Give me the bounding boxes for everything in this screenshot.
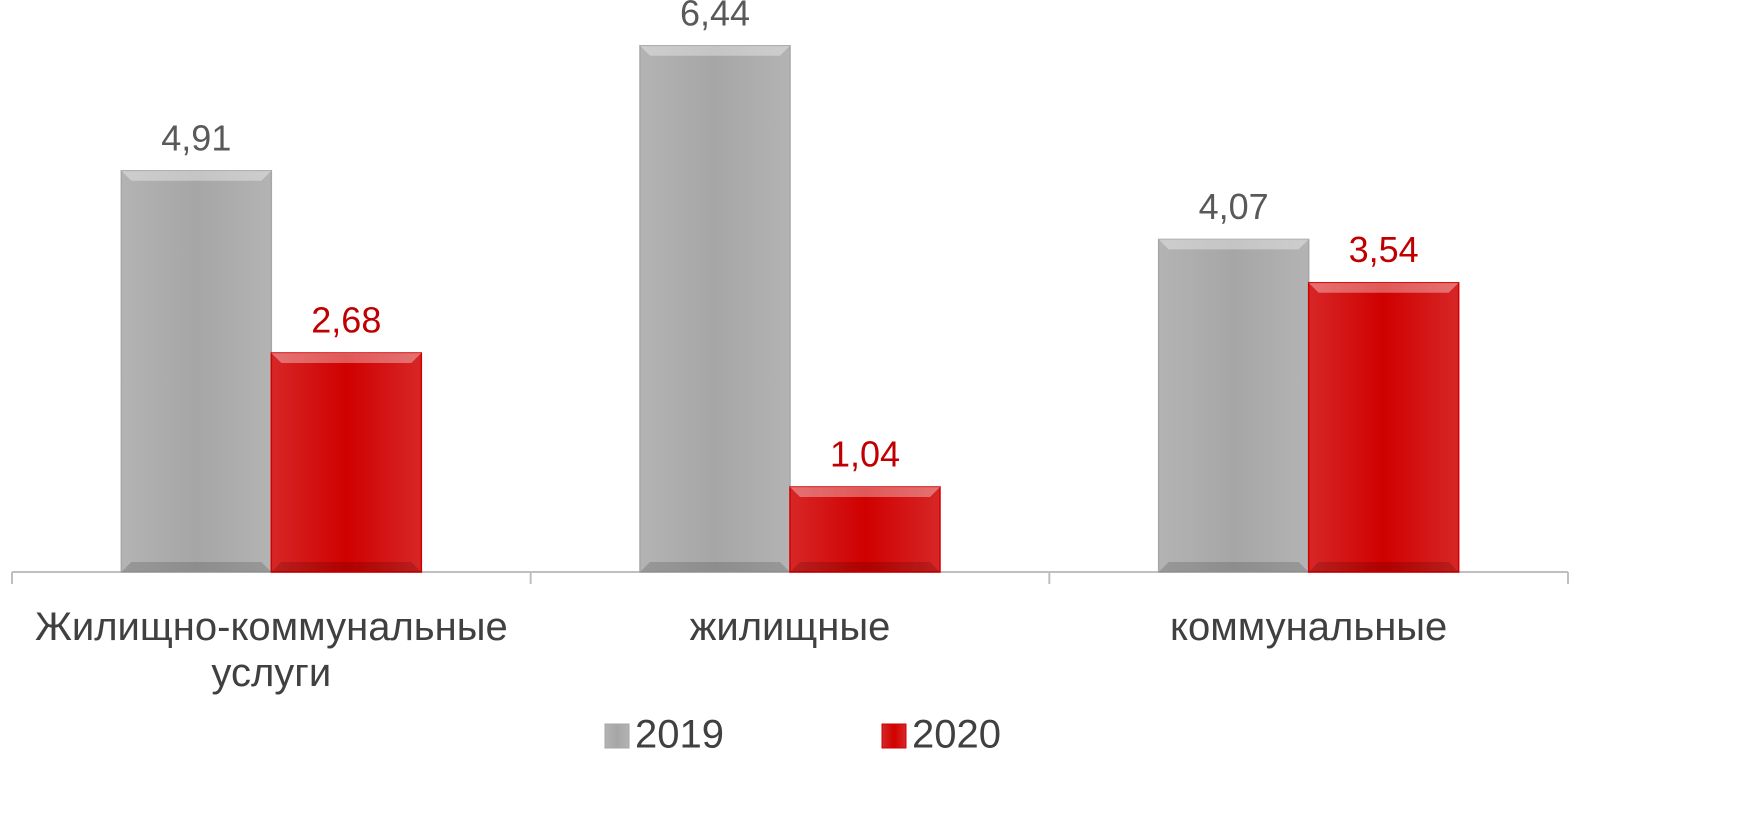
legend-label: 2020: [912, 713, 1001, 757]
bar-bevel: [271, 353, 422, 364]
bar: [1307, 281, 1460, 573]
bar: [789, 486, 941, 573]
bar: [1157, 238, 1310, 573]
data-label: 1,04: [830, 434, 900, 475]
bar-bevel: [121, 170, 272, 181]
legend-swatch: [604, 723, 630, 749]
data-label: 2,68: [311, 300, 381, 341]
data-label: 3,54: [1349, 229, 1419, 270]
legend-swatch: [881, 723, 907, 749]
bar-bevel: [271, 562, 422, 572]
bar: [270, 352, 423, 573]
bar: [639, 45, 791, 573]
bar-bevel: [790, 487, 940, 498]
bar-bevel: [790, 562, 940, 572]
x-tick-label: Жилищно-коммунальные услуги: [34, 605, 508, 695]
bar-bevel: [1308, 562, 1459, 572]
bar-bevel: [640, 45, 790, 56]
data-label: 4,91: [161, 117, 231, 158]
data-label: 4,07: [1199, 186, 1269, 227]
data-label: 6,44: [680, 0, 750, 33]
x-tick-label: жилищные: [689, 605, 891, 649]
x-tick-label: коммунальные: [1170, 605, 1448, 649]
bar-bevel: [1158, 239, 1309, 250]
bar-bevel: [121, 562, 272, 572]
bar-bevel: [1158, 562, 1309, 572]
bar-bevel: [640, 562, 790, 572]
bar: [120, 170, 273, 573]
legend-label: 2019: [635, 713, 724, 757]
bar-bevel: [1308, 282, 1459, 293]
